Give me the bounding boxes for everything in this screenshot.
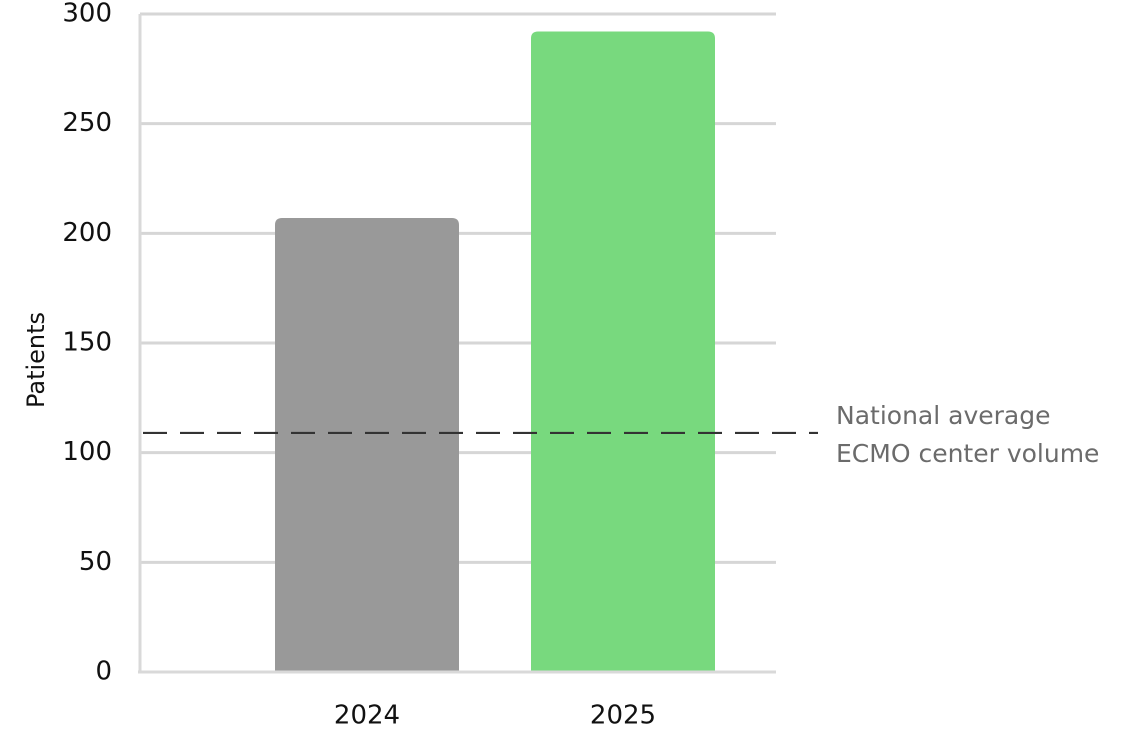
bars xyxy=(275,31,715,673)
y-axis-title: Patients xyxy=(22,312,50,408)
reference-line-label: National average xyxy=(836,401,1050,430)
x-tick-label: 2025 xyxy=(590,701,656,729)
y-tick-label: 250 xyxy=(62,108,112,138)
axes xyxy=(138,14,776,674)
x-tick-label: 2024 xyxy=(334,701,400,729)
reference-line-group: National average ECMO center volume xyxy=(143,401,1099,468)
bar-2024 xyxy=(275,217,459,673)
x-tick-labels: 2024 2025 xyxy=(334,701,656,729)
y-tick-labels: 0 50 100 150 200 250 300 xyxy=(62,0,112,687)
y-tick-label: 150 xyxy=(62,328,112,358)
y-tick-label: 300 xyxy=(62,0,112,29)
y-tick-label: 50 xyxy=(79,547,112,577)
y-tick-label: 0 xyxy=(95,657,112,687)
y-tick-label: 200 xyxy=(62,218,112,248)
bar-2025 xyxy=(531,31,715,672)
y-tick-label: 100 xyxy=(62,437,112,467)
reference-line-label: ECMO center volume xyxy=(836,439,1099,468)
